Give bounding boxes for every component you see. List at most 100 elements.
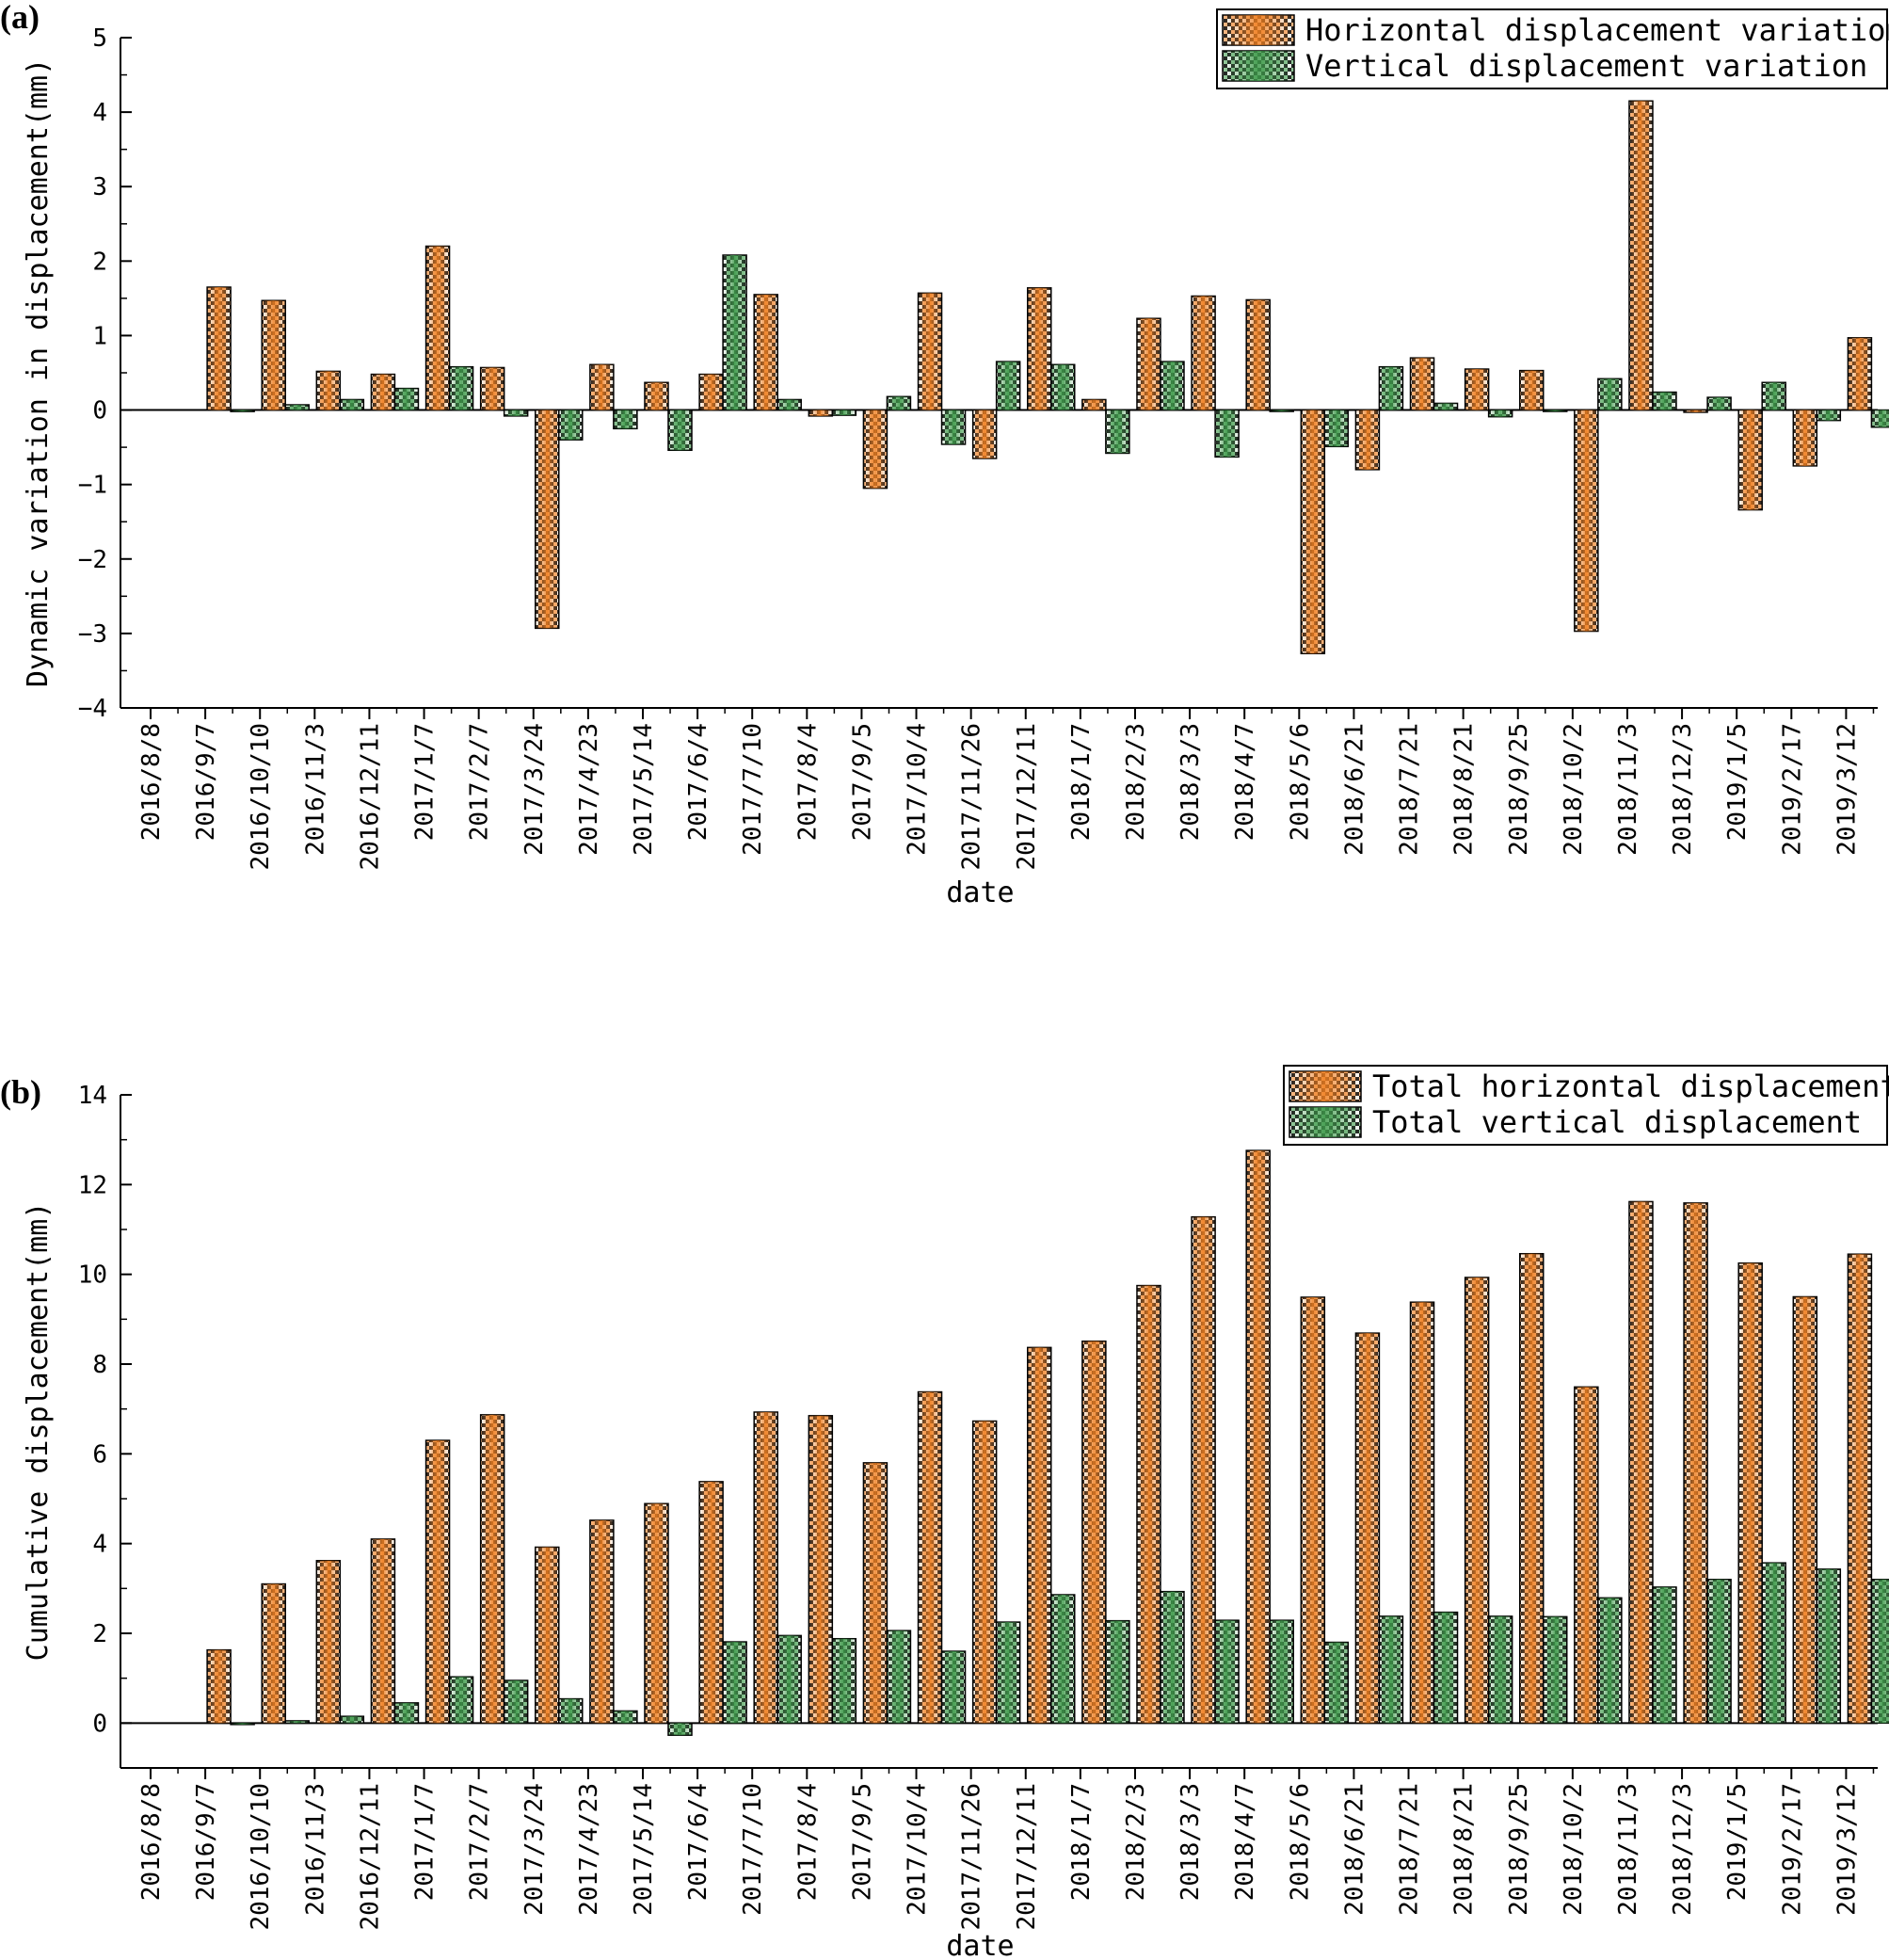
x-tick-label: 2017/3/24 [520,1783,549,1916]
bar-vertical-shade [285,405,310,410]
bar-horizontal-shade [316,1560,341,1724]
y-tick-label: −3 [78,620,107,649]
bar-vertical-shade [558,1698,583,1724]
x-tick-label: 2017/3/24 [520,723,549,856]
x-tick-label: 2018/11/3 [1614,1783,1642,1916]
x-tick-label: 2017/4/23 [575,723,603,856]
bar-vertical-shade [1433,403,1458,410]
bar-vertical-shade [613,410,637,429]
bar-horizontal-shade [1738,1262,1763,1724]
bar-vertical-shade [231,1723,255,1725]
x-tick-label: 2017/1/7 [411,723,440,841]
bar-vertical-shade [777,399,802,410]
bar-horizontal-shade [1301,1296,1325,1724]
x-tick-label: 2018/11/3 [1614,723,1642,856]
legend-swatch-shade [1289,1071,1361,1101]
bar-horizontal-shade [1355,1333,1380,1724]
x-tick-label: 2018/2/3 [1122,1783,1150,1901]
bar-vertical-shade [1871,410,1889,427]
bar-vertical-shade [1762,1563,1786,1724]
y-tick-label: 4 [92,99,107,127]
y-tick-label: −2 [78,546,107,574]
bar-horizontal-shade [1684,1202,1708,1724]
bar-horizontal-shade [1793,1296,1817,1724]
panel-label-b: (b) [0,1073,41,1111]
bar-horizontal-shade [754,1412,778,1724]
x-tick-label: 2019/1/5 [1723,1783,1752,1901]
bar-vertical-shade [1597,378,1622,410]
legend-box [1283,1065,1888,1146]
x-tick-label: 2018/9/25 [1505,723,1533,856]
bar-vertical-shade [340,399,364,410]
bar-vertical-shade [340,1716,364,1724]
x-tick-label: 2016/11/3 [301,1783,329,1916]
bar-horizontal-shade [1027,1347,1051,1724]
bar-horizontal-shade [1465,369,1489,410]
bar-horizontal-shade [644,1503,668,1724]
bar-vertical-shade [1488,410,1513,417]
x-tick-label: 2016/8/8 [137,1783,166,1901]
bar-horizontal-shade [1628,1201,1653,1724]
bar-horizontal-shade [1848,1254,1872,1724]
bar-vertical-shade [1652,392,1676,410]
x-tick-label: 2016/10/10 [247,1783,275,1931]
bar-vertical-shade [887,1631,911,1724]
bar-horizontal-shade [1738,410,1763,510]
x-tick-label: 2016/8/8 [137,723,166,841]
legend-swatch-shade [1223,51,1294,81]
chart-panel-a: (a) −4 −3 −2 −1 0 1 2 3 4 5 Dynamic variation in di… [0,0,1889,909]
x-axis-title: date [946,1930,1014,1960]
bar-vertical-shade [1050,1595,1075,1724]
bar-horizontal-shade [1355,410,1380,470]
y-axis-title: Dynamic variation in displacement(mm) [22,58,55,687]
y-tick-label: 12 [78,1171,107,1199]
x-tick-label: 2018/5/6 [1286,723,1314,841]
x-tick-label: 2018/5/6 [1286,1783,1314,1901]
x-tick-label: 2018/12/3 [1669,723,1697,856]
x-tick-label: 2018/12/3 [1669,1783,1697,1916]
x-tick-label: 2018/10/2 [1560,1783,1588,1916]
bar-horizontal-shade [1027,287,1051,410]
bar-horizontal-shade [754,294,778,410]
bar-vertical-shade [1597,1598,1622,1724]
bar-vertical-shade [285,1720,310,1724]
bar-horizontal-shade [1465,1277,1489,1724]
bar-vertical-shade [667,410,692,451]
x-tick-label: 2017/2/7 [466,1783,494,1901]
x-tick-label: 2017/5/14 [630,1783,658,1916]
bar-horizontal-shade [1574,1387,1598,1724]
legend: Horizontal displacement variationVertica… [1216,8,1889,89]
bar-vertical-shade [1379,366,1403,410]
bar-vertical-shade [1488,1615,1513,1724]
x-tick-label: 2016/9/7 [192,723,220,841]
bar-horizontal-shade [808,410,833,416]
bar-vertical-shade [1215,1620,1240,1724]
y-tick-label: −1 [78,472,107,500]
bar-horizontal-shade [1192,296,1216,410]
bar-horizontal-shade [371,374,395,410]
bar-vertical-shade [1105,410,1129,454]
bar-horizontal-shade [1246,299,1271,410]
bar-vertical-shade [1762,382,1786,410]
bar-horizontal-shade [1192,1216,1216,1724]
bar-horizontal-shade [1301,410,1325,654]
bar-vertical-shade [1050,364,1075,410]
bar-horizontal-shade [1519,1253,1544,1724]
bar-horizontal-shade [699,1481,724,1724]
legend-label-vertical: Vertical displacement variation [1305,48,1867,84]
x-tick-label: 2017/6/4 [684,723,712,841]
x-tick-label: 2017/12/11 [1013,723,1041,871]
bar-horizontal-shade [1793,410,1817,466]
bar-vertical-shade [1543,1616,1567,1724]
y-tick-label: 3 [92,173,107,201]
panel-label-a: (a) [0,0,40,36]
bar-vertical-shade [996,361,1020,410]
x-tick-label: 2018/1/7 [1067,1783,1096,1901]
x-tick-label: 2017/7/10 [739,723,767,856]
bar-vertical-shade [1817,410,1841,421]
bar-horizontal-shade [480,1414,504,1724]
legend-label-vertical: Total vertical displacement [1372,1104,1862,1140]
legend-label-horizontal: Total horizontal displacement [1372,1068,1889,1104]
